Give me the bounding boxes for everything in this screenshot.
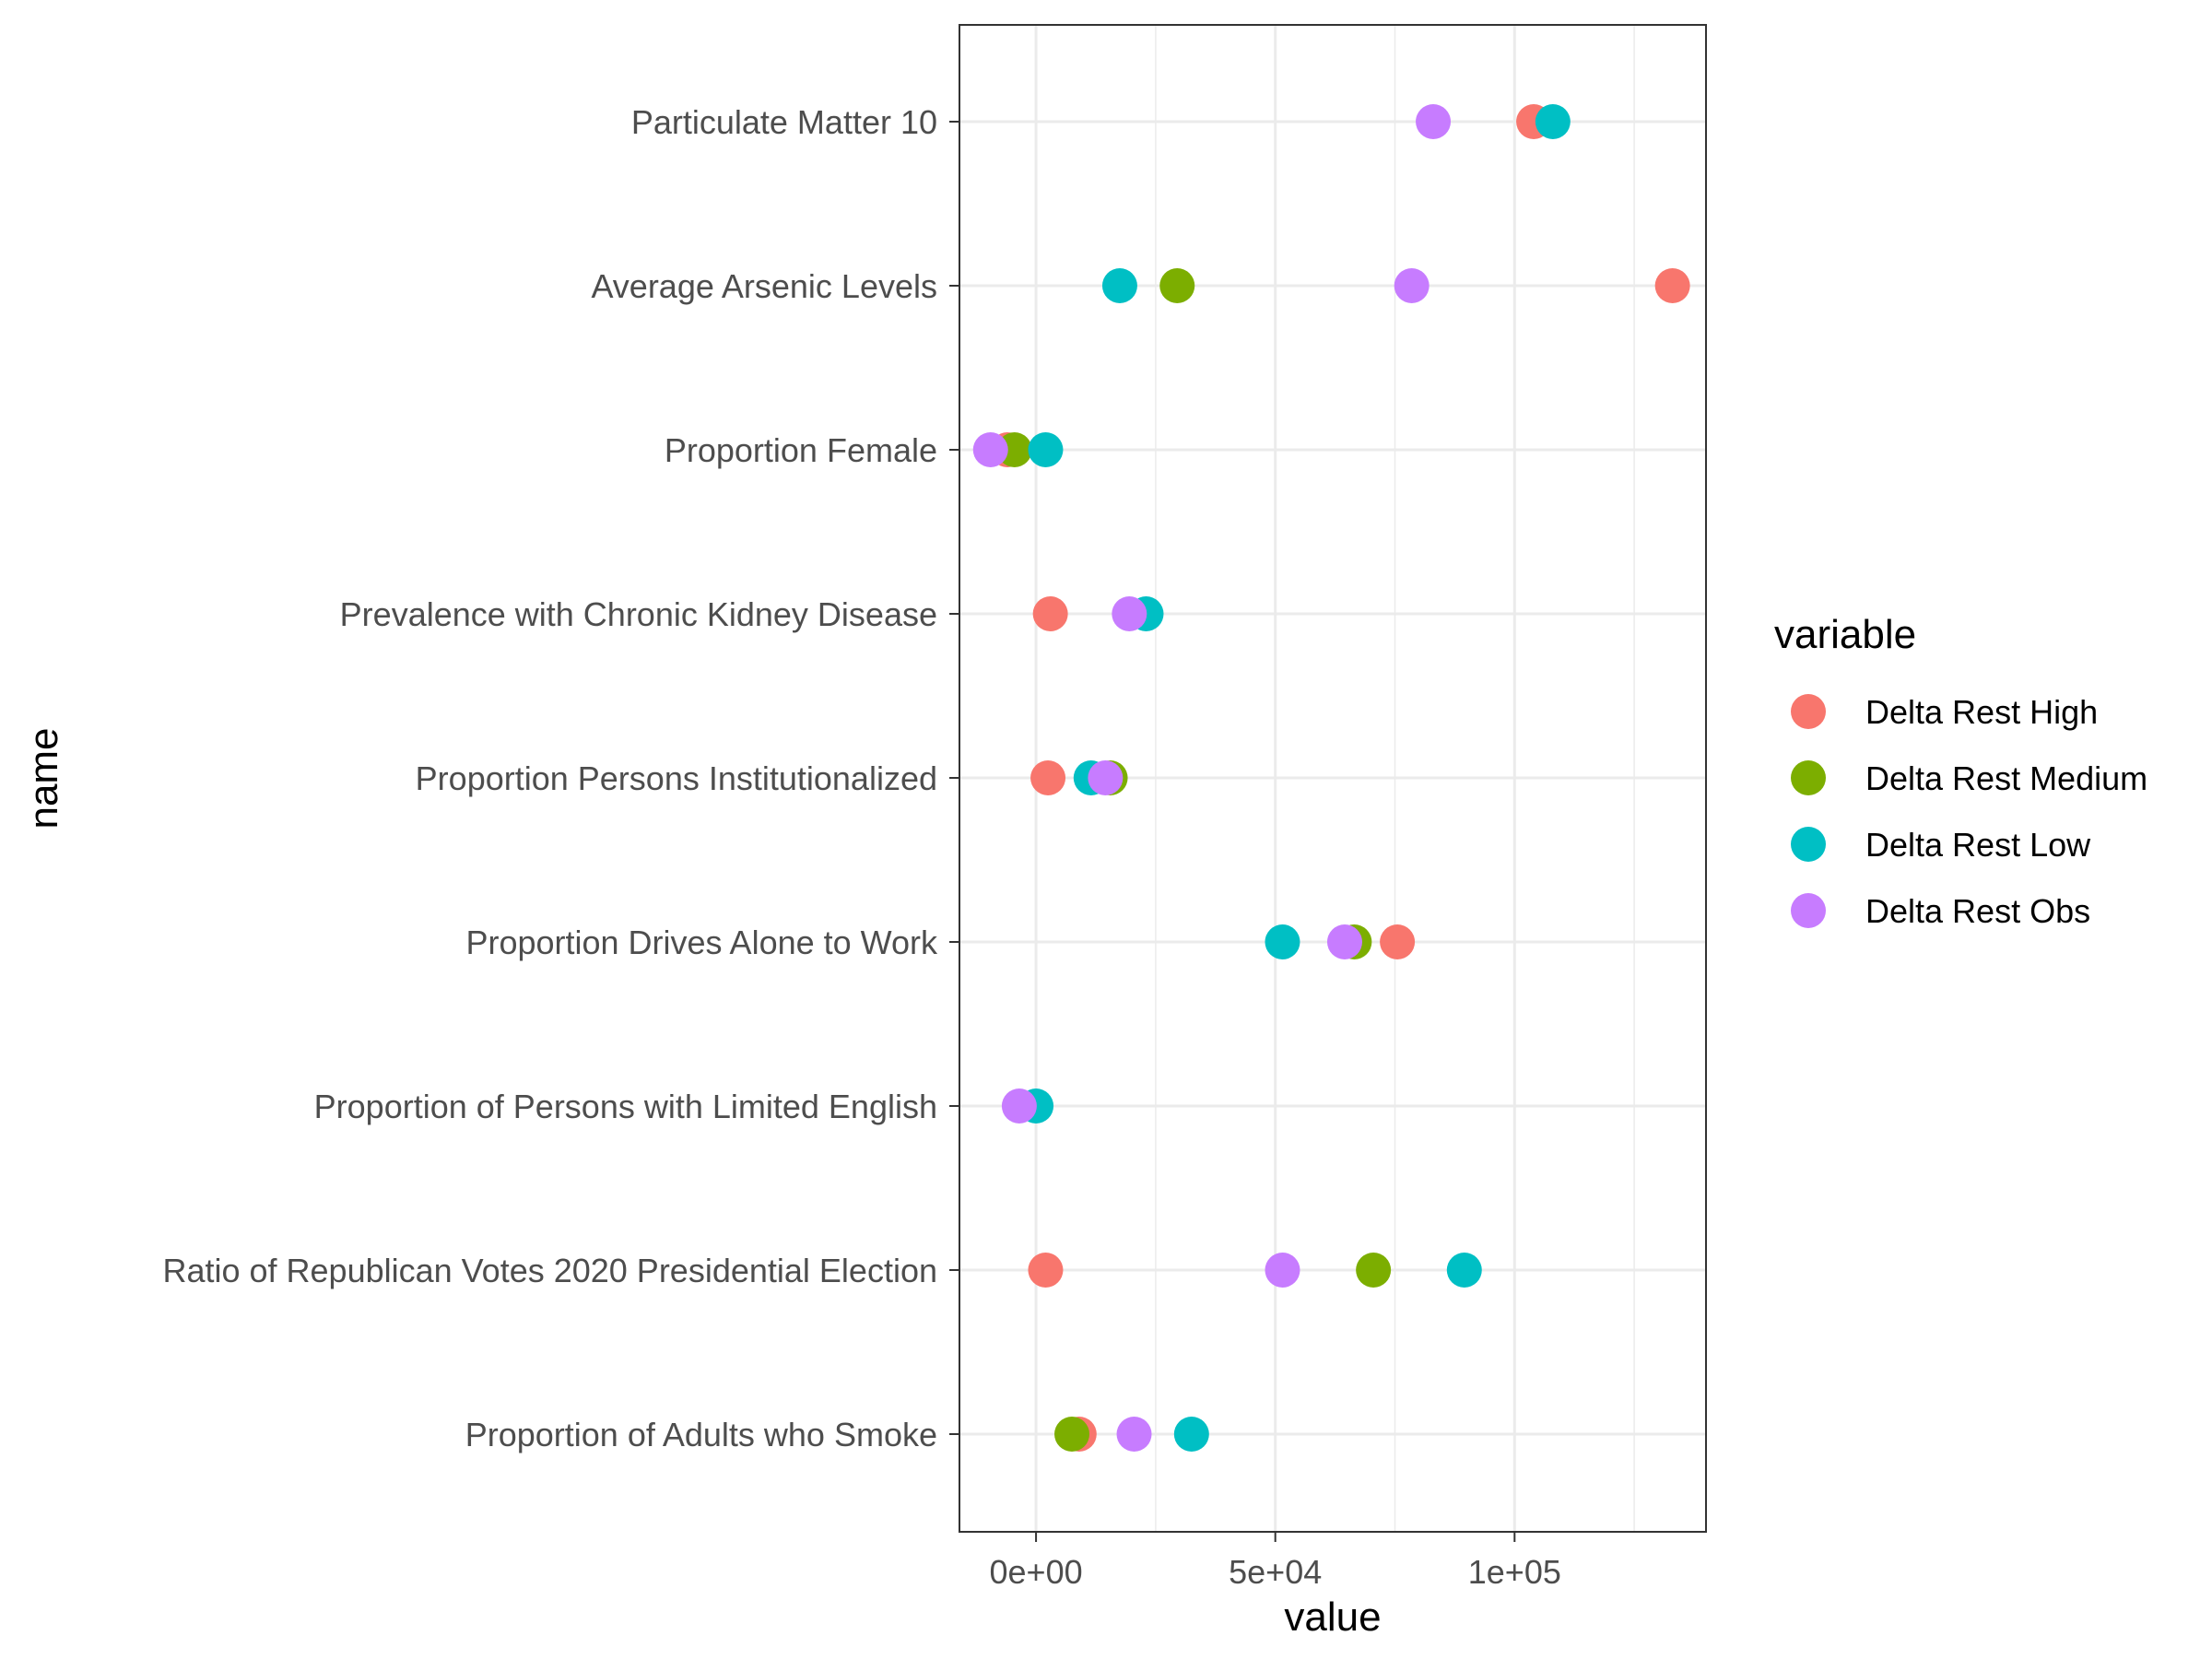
point-delta-rest-obs — [1088, 760, 1124, 795]
y-tick-label: Ratio of Republican Votes 2020 President… — [162, 1252, 937, 1289]
point-delta-rest-obs — [1116, 1417, 1152, 1452]
legend-key — [1791, 760, 1826, 795]
point-delta-rest-low — [1028, 432, 1064, 467]
point-delta-rest-obs — [1112, 596, 1147, 631]
point-delta-rest-high — [1032, 596, 1068, 631]
x-tick-label: 1e+05 — [1468, 1553, 1561, 1591]
point-delta-rest-medium — [996, 432, 1032, 467]
y-tick-label: Proportion Drives Alone to Work — [465, 924, 938, 961]
point-delta-rest-obs — [1001, 1088, 1037, 1124]
x-tick-label: 0e+00 — [990, 1553, 1083, 1591]
point-delta-rest-low — [1173, 1417, 1209, 1452]
point-delta-rest-medium — [1356, 1253, 1392, 1288]
point-delta-rest-obs — [1265, 1253, 1300, 1288]
point-delta-rest-high — [1030, 760, 1066, 795]
point-delta-rest-low — [1446, 1253, 1482, 1288]
y-tick-label: Particulate Matter 10 — [631, 103, 937, 141]
point-delta-rest-obs — [972, 432, 1008, 467]
y-tick-label: Proportion Persons Institutionalized — [416, 759, 937, 797]
legend-key — [1791, 694, 1826, 729]
y-tick-label: Average Arsenic Levels — [591, 267, 937, 305]
legend-key — [1791, 827, 1826, 862]
point-delta-rest-low — [1535, 104, 1571, 139]
point-delta-rest-obs — [1416, 104, 1452, 139]
y-tick-label: Proportion of Persons with Limited Engli… — [314, 1088, 937, 1125]
points-layer — [972, 104, 1690, 1452]
legend: variable Delta Rest High Delta Rest Mediu… — [1774, 612, 2147, 930]
point-delta-rest-low — [1101, 268, 1137, 303]
legend-title: variable — [1774, 612, 1916, 657]
point-delta-rest-obs — [1326, 924, 1362, 959]
point-delta-rest-high — [1380, 924, 1416, 959]
y-tick-label: Proportion Female — [665, 431, 937, 469]
y-tick-label: Prevalence with Chronic Kidney Disease — [340, 595, 937, 633]
x-tick-label: 5e+04 — [1229, 1553, 1322, 1591]
y-axis: Particulate Matter 10 Average Arsenic Lev… — [162, 103, 959, 1453]
legend-label: Delta Rest Obs — [1865, 892, 2090, 930]
x-axis-title: value — [1284, 1594, 1381, 1640]
point-delta-rest-medium — [1159, 268, 1195, 303]
y-tick-label: Proportion of Adults who Smoke — [465, 1416, 937, 1453]
legend-label: Delta Rest Medium — [1865, 759, 2147, 797]
grid-layer — [959, 25, 1706, 1532]
x-axis: 0e+00 5e+04 1e+05 — [990, 1532, 1561, 1591]
point-delta-rest-obs — [1394, 268, 1430, 303]
point-delta-rest-low — [1265, 924, 1300, 959]
point-delta-rest-high — [1028, 1253, 1064, 1288]
y-axis-title: name — [21, 727, 66, 829]
point-delta-rest-medium — [1054, 1417, 1090, 1452]
point-delta-rest-high — [1654, 268, 1690, 303]
legend-label: Delta Rest High — [1865, 693, 2098, 731]
legend-key — [1791, 893, 1826, 928]
legend-label: Delta Rest Low — [1865, 826, 2091, 864]
